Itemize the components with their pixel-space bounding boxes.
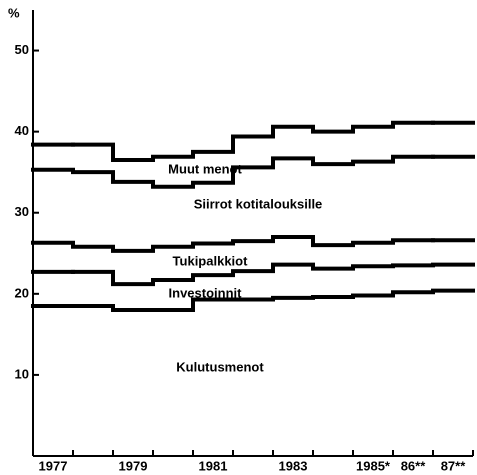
series-label: Investoinnit xyxy=(169,285,243,300)
x-tick-label: 86** xyxy=(401,458,427,473)
series-label: Tukipalkkiot xyxy=(173,253,249,268)
series-label: Muut menot xyxy=(168,161,242,176)
x-tick-label: 87** xyxy=(441,458,467,473)
x-tick-label: 1985* xyxy=(356,458,391,473)
y-tick-label: 20 xyxy=(15,285,29,300)
x-tick-label: 1979 xyxy=(119,458,148,473)
y-tick-label: 10 xyxy=(15,366,29,381)
x-tick-label: 1983 xyxy=(279,458,308,473)
x-tick-label: 1977 xyxy=(39,458,68,473)
y-tick-label: 30 xyxy=(15,204,29,219)
y-tick-label: 50 xyxy=(15,42,29,57)
x-tick-label: 1981 xyxy=(199,458,228,473)
series-label: Siirrot kotitalouksille xyxy=(194,196,323,211)
y-tick-label: 40 xyxy=(15,123,29,138)
y-axis-label: % xyxy=(8,5,20,20)
series-label: Kulutusmenot xyxy=(176,359,264,374)
